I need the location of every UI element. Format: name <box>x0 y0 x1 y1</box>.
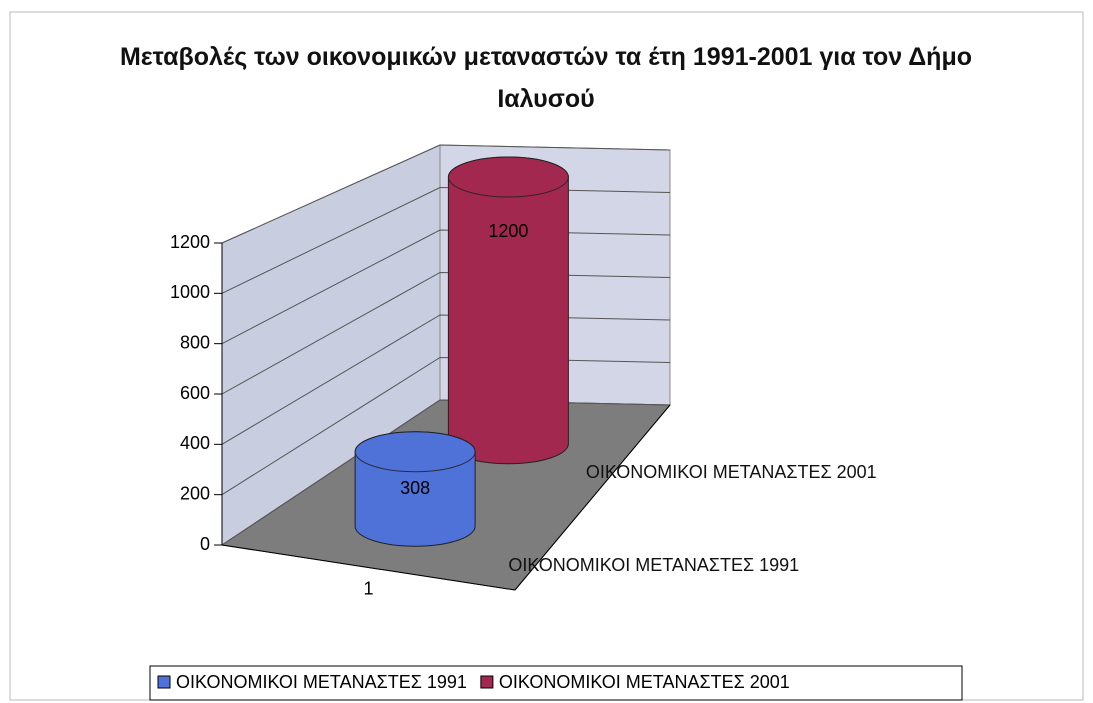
depth-label: ΟΙΚΟΝΟΜΙΚΟΙ ΜΕΤΑΝΑΣΤΕΣ 1991 <box>508 554 800 575</box>
grid-line <box>221 186 671 294</box>
grid-line <box>221 144 671 244</box>
legend-swatch <box>480 675 494 689</box>
depth-axis <box>514 404 671 591</box>
x-axis <box>221 544 516 591</box>
value-label: 1200 <box>488 221 528 241</box>
y-tick-label: 200 <box>180 483 210 503</box>
legend-box <box>149 665 963 701</box>
grid-line <box>221 356 671 496</box>
grid-line <box>221 229 671 345</box>
cylinder <box>447 156 569 465</box>
legend-label: ΟΙΚΟΝΟΜΙΚΟΙ ΜΕΤΑΝΑΣΤΕΣ 1991 <box>176 672 467 692</box>
value-label: 308 <box>400 478 430 498</box>
grid-line <box>221 271 671 395</box>
y-tick-label: 400 <box>180 433 210 453</box>
y-tick-label: 600 <box>180 383 210 403</box>
cylinder-top <box>354 431 476 473</box>
y-tick-label: 1200 <box>170 232 210 252</box>
grid-line <box>221 399 671 546</box>
chart-title: Μεταβολές των οικονομικών μεταναστών τα … <box>119 43 973 113</box>
y-tick-label: 1000 <box>170 282 210 302</box>
depth-label: ΟΙΚΟΝΟΜΙΚΟΙ ΜΕΤΑΝΑΣΤΕΣ 2001 <box>585 462 877 483</box>
cylinder-top <box>447 156 569 198</box>
legend-label: ΟΙΚΟΝΟΜΙΚΟΙ ΜΕΤΑΝΑΣΤΕΣ 2001 <box>499 672 790 692</box>
x-tick-label: 1 <box>363 578 373 598</box>
y-tick-label: 0 <box>200 534 210 554</box>
legend-swatch <box>157 675 171 689</box>
grid-line <box>221 314 671 445</box>
y-tick-label: 800 <box>180 332 210 352</box>
